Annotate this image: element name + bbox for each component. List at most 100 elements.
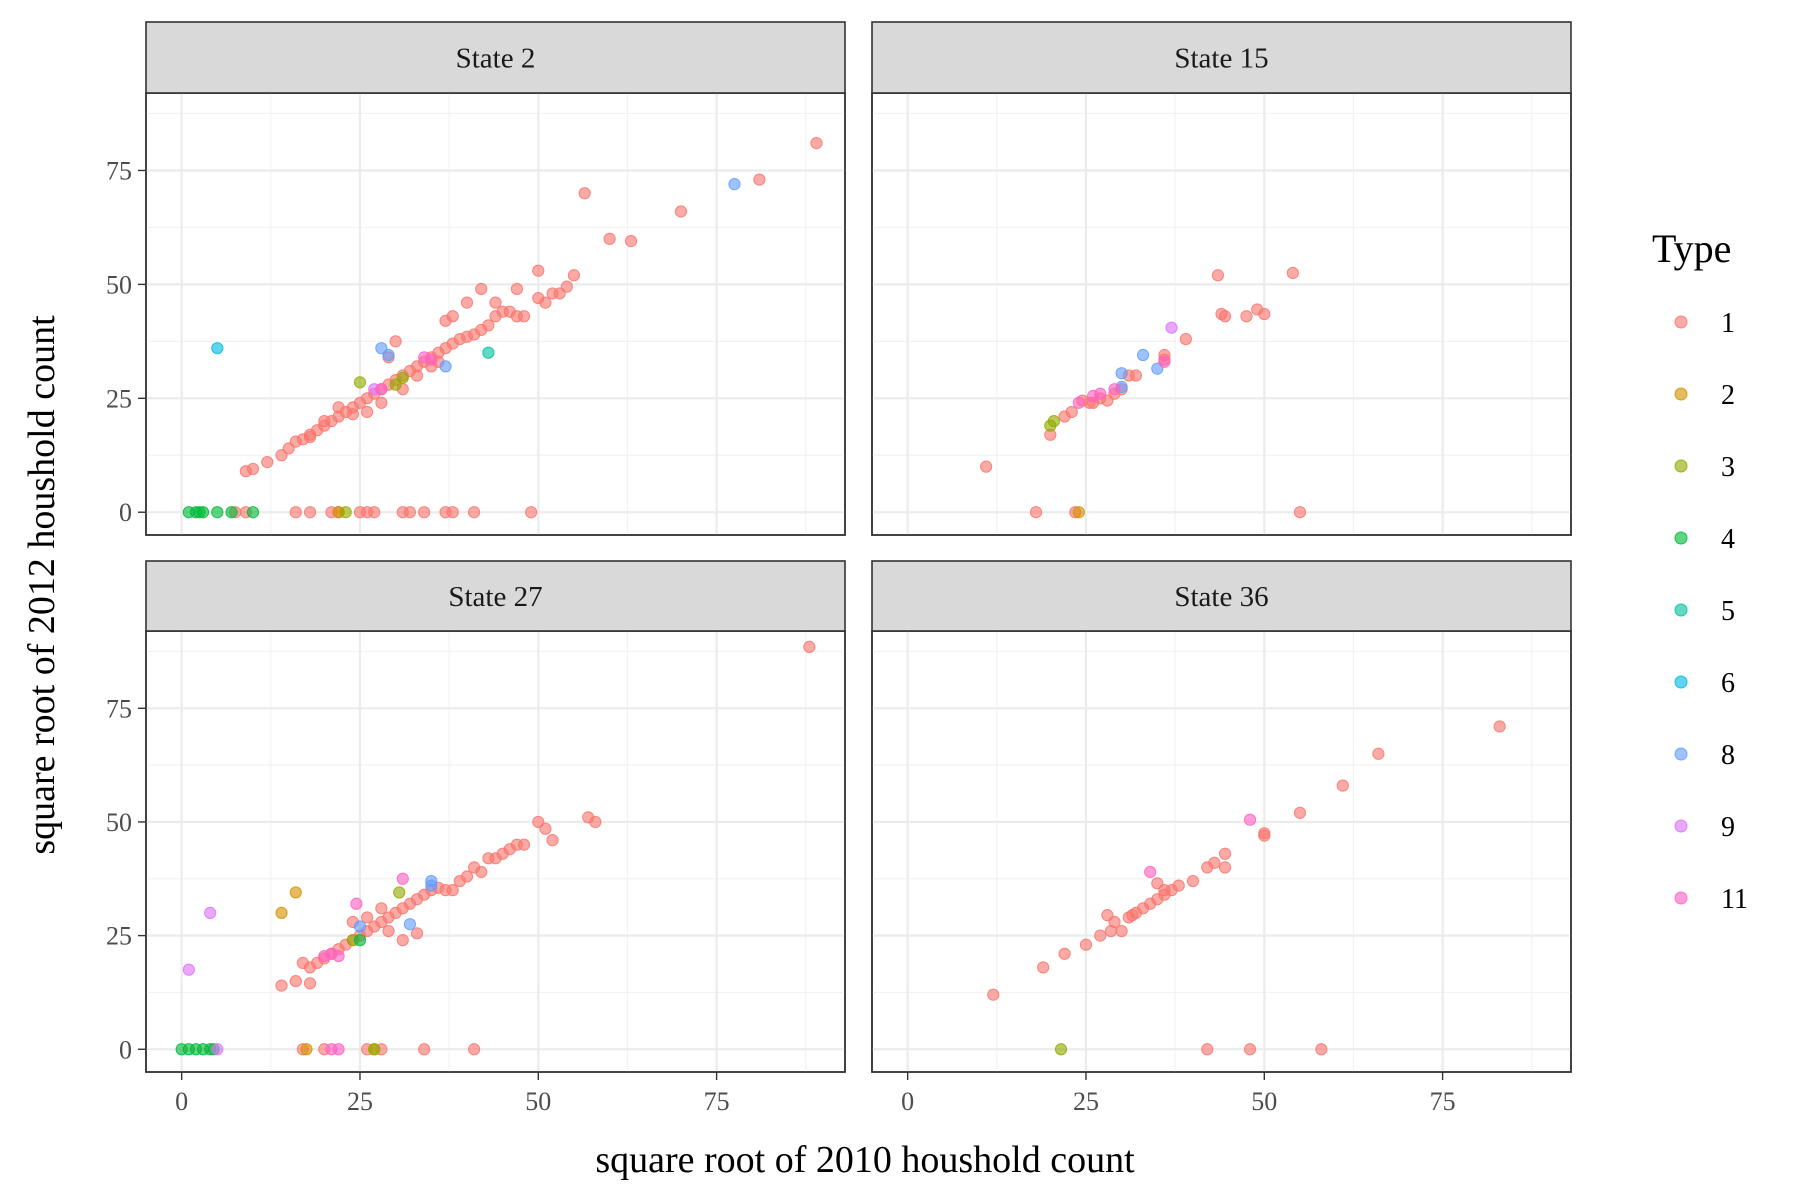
facet-panel: State 15 (871, 21, 1572, 536)
data-point (475, 282, 488, 296)
x-tick-label: 25 (347, 1087, 373, 1116)
data-point (1044, 419, 1057, 432)
data-point (1240, 310, 1253, 323)
data-point (603, 232, 616, 245)
legend-item: 11 (1674, 884, 1748, 915)
data-point (1258, 307, 1271, 321)
data-point (1115, 367, 1128, 380)
data-point (589, 815, 602, 829)
data-point (403, 506, 417, 519)
data-point (211, 506, 224, 519)
data-point (489, 296, 502, 309)
data-point (396, 934, 409, 947)
data-point (1094, 387, 1107, 400)
data-point (1179, 332, 1192, 346)
data-point (393, 886, 406, 899)
data-point (1336, 779, 1349, 792)
legend-item: 9 (1674, 812, 1735, 843)
x-axis-title: square root of 2010 houshold count (595, 1139, 1135, 1181)
data-point (303, 430, 317, 444)
data-point (1072, 506, 1085, 519)
y-axis-title: square root of 2012 houshold count (21, 315, 63, 855)
x-tick-label: 25 (1073, 1087, 1099, 1116)
data-point (275, 906, 288, 919)
facet-strip (871, 21, 1572, 94)
data-point (1158, 355, 1171, 368)
data-point (382, 924, 395, 938)
legend-item: 8 (1674, 740, 1735, 771)
x-tick-label: 50 (525, 1087, 551, 1116)
data-point (211, 1043, 224, 1056)
data-point (225, 506, 238, 519)
data-point (728, 178, 741, 191)
data-point (1136, 348, 1150, 362)
data-point (1144, 865, 1157, 879)
legend-key (1674, 315, 1688, 329)
data-point (475, 865, 488, 879)
data-point (1072, 396, 1085, 409)
data-point (482, 319, 495, 332)
facet-strip (145, 560, 846, 632)
y-tick-label: 0 (119, 498, 132, 527)
legend-key (1674, 603, 1688, 617)
data-point (510, 282, 523, 296)
data-point (410, 369, 424, 382)
facet-strip-label: State 27 (448, 581, 542, 613)
point-layer (182, 137, 823, 519)
panel-background (145, 630, 846, 1073)
data-point (246, 462, 260, 476)
data-point (1218, 847, 1232, 860)
legend-key (1674, 819, 1688, 833)
data-point (389, 335, 402, 348)
data-point (1293, 806, 1307, 819)
facet-panel: State 36 0 25 50 75 (871, 560, 1572, 1116)
data-point (980, 460, 993, 473)
data-point (753, 173, 766, 186)
legend-key (1674, 891, 1688, 905)
legend-item: 3 (1674, 452, 1735, 483)
x-tick-label: 50 (1251, 1087, 1277, 1116)
data-point (425, 879, 438, 892)
data-point (1243, 813, 1257, 826)
legend-item: 2 (1674, 380, 1735, 411)
data-point (578, 187, 591, 200)
data-point (289, 506, 302, 519)
data-point (261, 455, 274, 469)
data-point (1293, 506, 1307, 519)
data-point (403, 918, 417, 931)
facet-strip-label: State 15 (1174, 43, 1268, 75)
data-point (539, 296, 552, 309)
y-tick-label: 75 (106, 156, 132, 185)
legend-label: 2 (1721, 380, 1735, 411)
data-point (303, 977, 317, 990)
legend-label: 6 (1721, 668, 1735, 699)
data-point (1218, 861, 1232, 874)
data-point (303, 506, 317, 519)
data-point (211, 342, 224, 355)
data-point (460, 870, 474, 883)
data-point (1218, 310, 1232, 323)
data-point (1029, 506, 1043, 519)
data-point (525, 506, 538, 519)
y-tick-label: 50 (106, 808, 132, 837)
data-point (350, 897, 363, 910)
data-point (275, 979, 288, 992)
data-point (389, 378, 402, 391)
data-point (439, 314, 452, 327)
data-point (446, 506, 459, 519)
data-point (332, 401, 345, 414)
data-point (1165, 321, 1178, 334)
data-point (375, 396, 388, 409)
x-tick-label: 75 (704, 1087, 730, 1116)
legend-key (1674, 459, 1688, 473)
data-point (439, 360, 452, 373)
data-point (1037, 961, 1050, 974)
facet-strip-label: State 36 (1174, 581, 1268, 613)
data-point (368, 506, 381, 519)
legend-title: Type (1652, 226, 1731, 271)
legend-label: 8 (1721, 740, 1735, 771)
data-point (425, 353, 438, 366)
data-point (460, 296, 474, 309)
y-tick-label: 0 (119, 1035, 132, 1064)
legend-label: 1 (1721, 308, 1735, 339)
